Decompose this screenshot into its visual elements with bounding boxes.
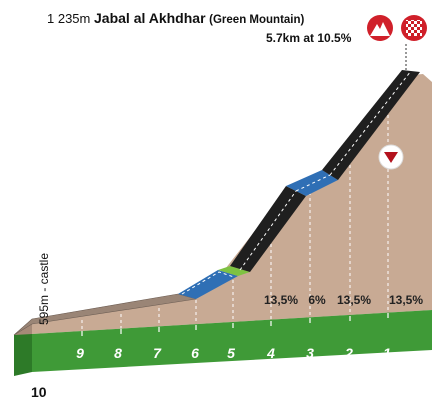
gradient-label: 6% [308,293,326,307]
km-marker: 1 [383,345,391,361]
road-segment-green [218,266,250,276]
start-altitude-label: 595m - castle [37,252,51,326]
km-marker: 4 [267,345,275,361]
gradient-label: 13,5% [388,293,424,307]
triangle-marker-icon [378,144,404,170]
summit-subname: (Green Mountain) [209,14,305,26]
road-segment-blue-low [178,270,238,299]
summit-name: Jabal al Akhdhar [94,10,206,26]
km-marker: 2 [345,345,353,361]
road-segment-black-top [322,70,420,180]
km-marker: 5 [227,345,235,361]
km-marker: 8 [114,345,122,361]
km-marker: 9 [76,345,84,361]
finish-flag-icon [399,13,429,43]
total-km-label: 10 [31,384,47,400]
terrain-body [32,74,432,334]
gradient-label: 13,5% [336,293,372,307]
gradient-label: 13,5% [263,293,299,307]
summit-altitude: 1 235m [47,11,91,26]
ground-side [14,334,32,376]
road-segment-blue-high [286,170,338,196]
summit-title: 1 235m Jabal al Akhdhar (Green Mountain) [47,10,304,26]
km-marker: 7 [153,345,161,361]
road-segment-black-mid [230,186,306,272]
ground-band [32,310,432,372]
km-marker: 6 [191,345,199,361]
climb-stats: 5.7km at 10.5% [266,31,352,45]
mountain-summit-icon [365,13,395,43]
km-marker: 3 [306,345,314,361]
km-ticks [81,313,389,336]
